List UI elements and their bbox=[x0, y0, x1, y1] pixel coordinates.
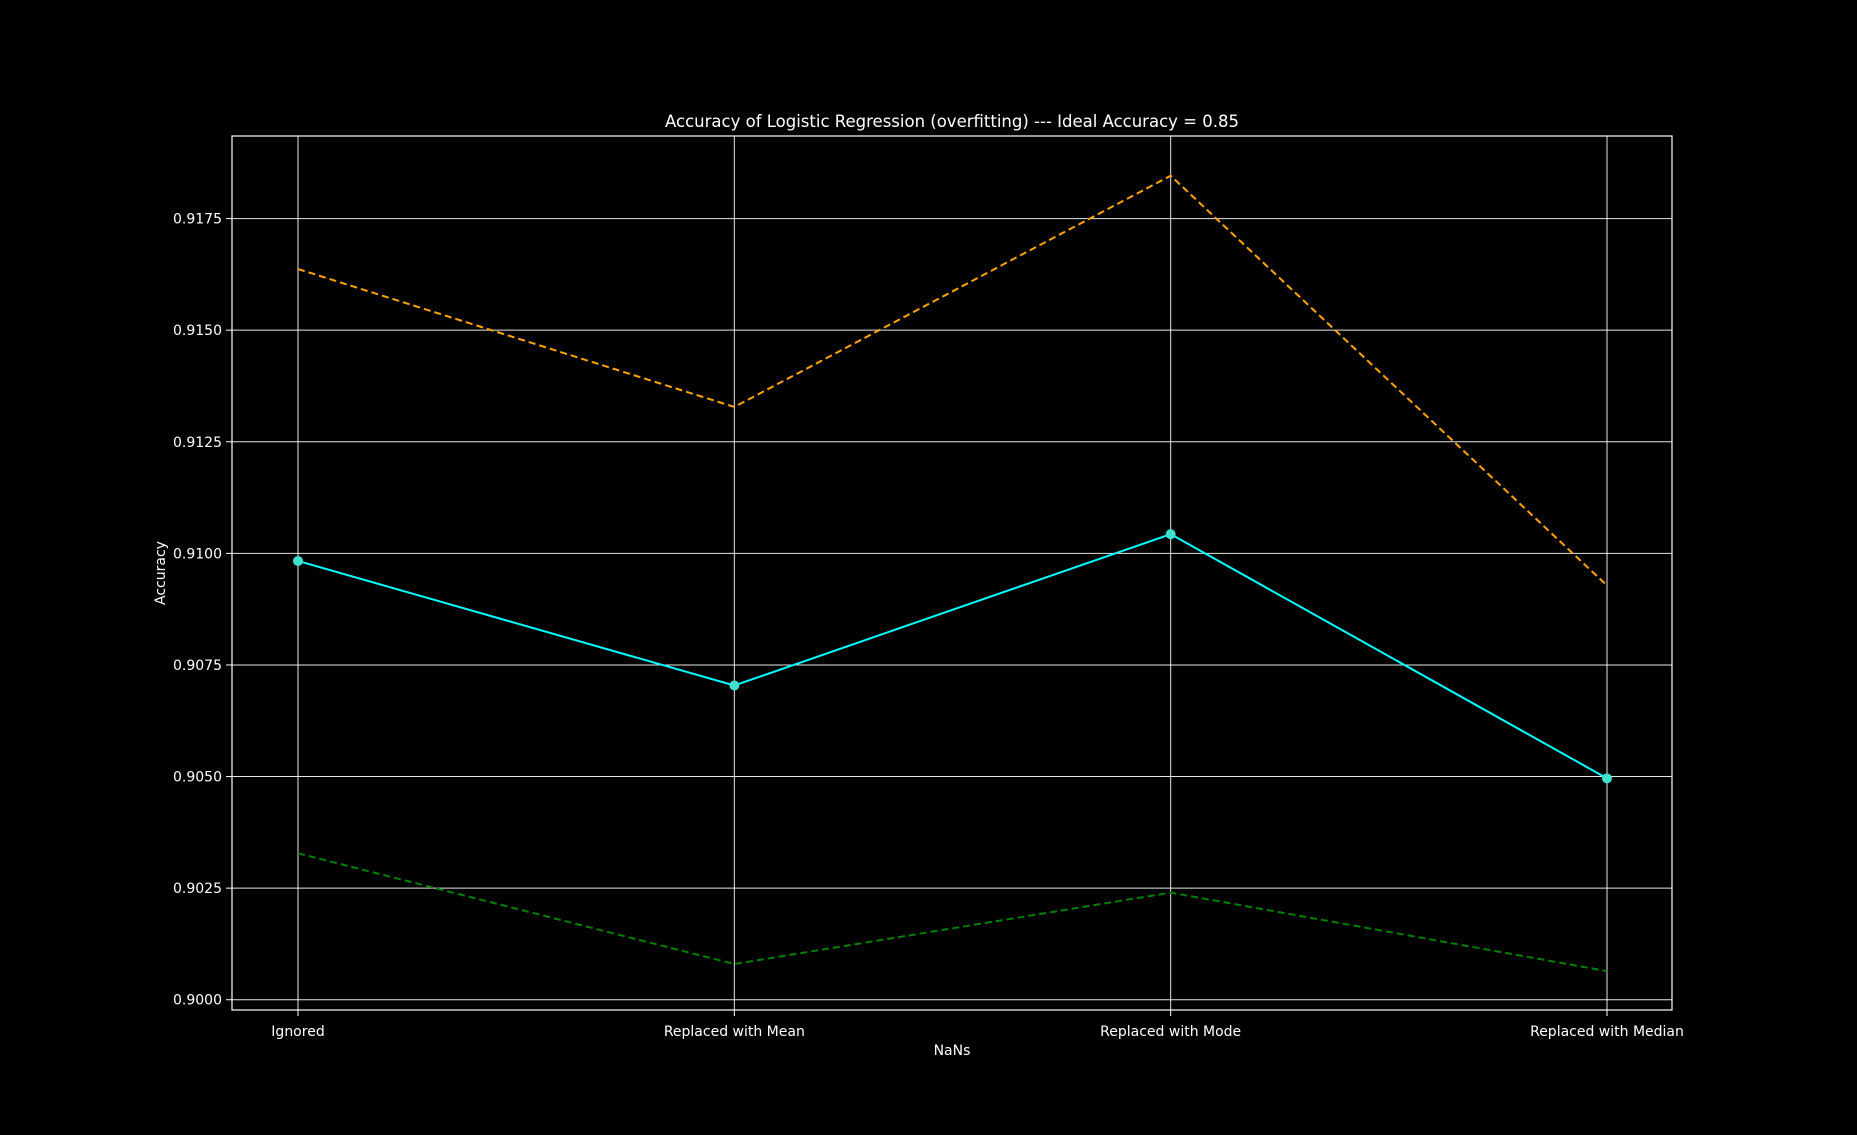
x-tick-label: Replaced with Mode bbox=[1100, 1024, 1241, 1040]
tick-layer: 0.9000 0.9025 0.9050 0.9075 0.9100 0.9125 0.91… bbox=[173, 212, 1684, 1040]
y-tick-label: 0.9000 bbox=[173, 993, 222, 1009]
series-point bbox=[1602, 773, 1612, 784]
y-tick-label: 0.9150 bbox=[173, 323, 222, 339]
x-axis-label: NaNs bbox=[934, 1043, 971, 1059]
y-tick-label: 0.9025 bbox=[173, 881, 222, 897]
y-tick-label: 0.9175 bbox=[173, 212, 222, 228]
chart-title: Accuracy of Logistic Regression (overfit… bbox=[665, 112, 1239, 131]
y-tick-label: 0.9050 bbox=[173, 770, 222, 786]
y-axis-label: Accuracy bbox=[153, 541, 169, 605]
y-tick-label: 0.9125 bbox=[173, 435, 222, 451]
series-point bbox=[293, 555, 303, 566]
y-tick-label: 0.9075 bbox=[173, 658, 222, 674]
series-line-1 bbox=[297, 533, 1608, 780]
x-tick-label: Replaced with Median bbox=[1530, 1024, 1684, 1040]
series-point bbox=[1165, 529, 1176, 540]
y-tick-label: 0.9100 bbox=[173, 546, 222, 562]
grid-layer bbox=[232, 136, 1672, 1010]
x-tick-label: Ignored bbox=[271, 1024, 324, 1040]
series-point bbox=[729, 680, 740, 691]
plot-frame bbox=[231, 135, 1673, 1011]
series-line-3 bbox=[297, 852, 1608, 973]
series-layer bbox=[293, 174, 1612, 973]
x-tick-label: Replaced with Mean bbox=[664, 1024, 805, 1040]
series-line-2 bbox=[297, 174, 1608, 587]
